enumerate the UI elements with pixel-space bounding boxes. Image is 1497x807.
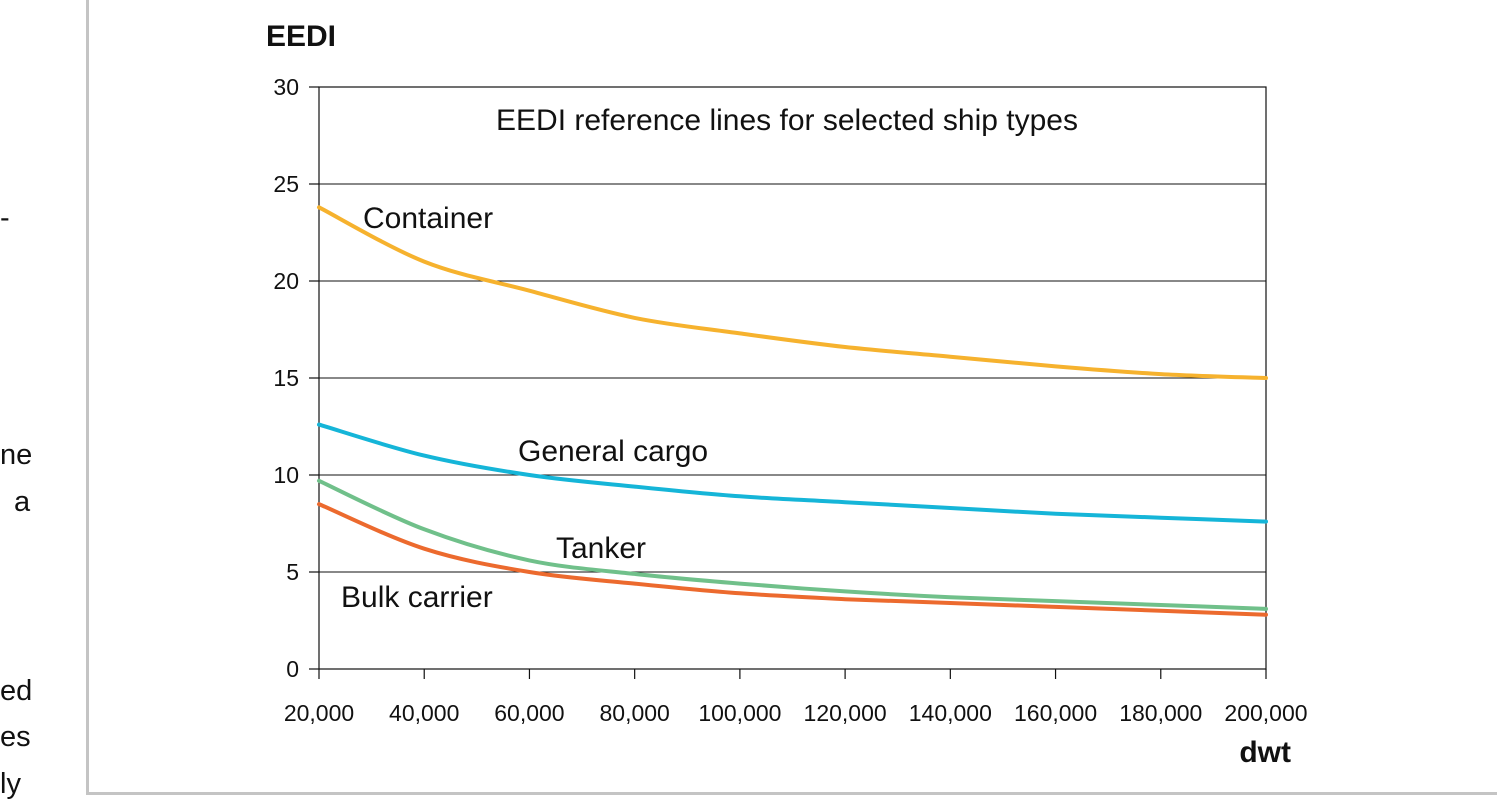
y-tick-label: 30 — [273, 74, 299, 100]
x-tick-label: 60,000 — [494, 700, 564, 726]
x-tick-label: 160,000 — [1014, 700, 1097, 726]
x-tick-label: 40,000 — [389, 700, 459, 726]
x-tick-label: 80,000 — [599, 700, 669, 726]
y-tick-label: 20 — [273, 268, 299, 294]
series-label-container: Container — [363, 202, 493, 235]
chart-title: EEDI reference lines for selected ship t… — [496, 104, 1078, 137]
y-tick-label: 0 — [286, 656, 299, 682]
series-label-general-cargo: General cargo — [518, 435, 708, 468]
series-label-bulk-carrier: Bulk carrier — [341, 581, 493, 614]
series-label-tanker: Tanker — [556, 532, 646, 565]
left-text-fragment: ed — [0, 675, 33, 707]
y-tick-label: 5 — [286, 559, 299, 585]
left-text-fragment: ly — [0, 768, 21, 800]
left-text-fragment: - — [0, 202, 10, 234]
x-tick-label: 200,000 — [1224, 700, 1307, 726]
x-tick-label: 140,000 — [909, 700, 992, 726]
y-tick-label: 25 — [273, 171, 299, 197]
y-tick-label: 15 — [273, 365, 299, 391]
y-axis-title: EEDI — [266, 20, 336, 53]
series-line-container — [317, 205, 1268, 380]
series-line-general-cargo — [317, 422, 1268, 524]
x-tick-label: 20,000 — [284, 700, 354, 726]
x-tick-label: 180,000 — [1119, 700, 1202, 726]
left-text-fragment: a — [14, 486, 31, 518]
x-axis-title: dwt — [1239, 736, 1291, 769]
x-tick-label: 100,000 — [698, 700, 781, 726]
y-tick-label: 10 — [273, 462, 299, 488]
left-text-fragment: ne — [0, 439, 33, 471]
series-line-tanker — [317, 478, 1268, 611]
series-line-bulk-carrier — [317, 502, 1268, 617]
x-tick-label: 120,000 — [804, 700, 887, 726]
left-text-fragment: es — [0, 721, 31, 753]
figure-frame — [86, 0, 1497, 795]
